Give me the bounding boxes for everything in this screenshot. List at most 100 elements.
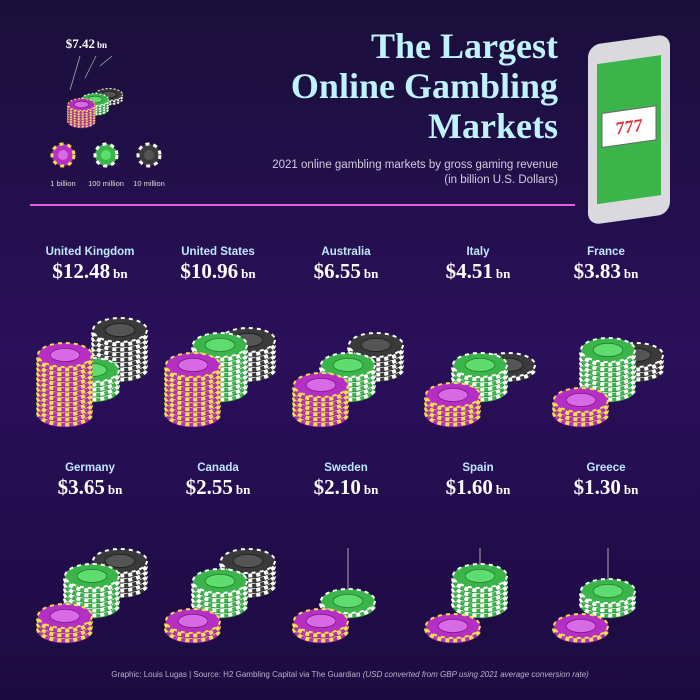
value-unit: bn (496, 266, 511, 281)
legend-chip-center (101, 150, 111, 160)
chip-stripes (91, 347, 149, 362)
chip-stripes (36, 372, 94, 387)
chip-stripes (219, 367, 277, 382)
chip-center (305, 614, 337, 629)
chip-stripes (67, 115, 96, 123)
chip (451, 352, 509, 383)
chip-stripes (191, 357, 249, 372)
chip-center (73, 100, 90, 109)
chip-stripes (36, 618, 94, 633)
legend-leader (69, 55, 81, 91)
chip-stripes (219, 583, 277, 598)
chip-stripes (191, 593, 249, 608)
chip-stripes (552, 412, 610, 427)
chip (292, 372, 350, 403)
value-unit: bn (364, 266, 379, 281)
chip-stripes (451, 382, 509, 397)
chip-center (104, 554, 136, 569)
value-number: $10.96 (180, 259, 238, 283)
value-number: $4.51 (446, 259, 493, 283)
legend: $7.42 bn 1 billion 100 million 10 million (50, 36, 165, 188)
chip-center (437, 619, 469, 634)
chip-stripes (292, 397, 350, 412)
chip-stripes (36, 377, 94, 392)
chip-stripes (164, 623, 222, 638)
source: Source: H2 Gambling Capital via The Guar… (193, 670, 360, 679)
chip-stripes (319, 387, 377, 402)
title-line: The Largest (371, 26, 558, 66)
chip-stripes (164, 392, 222, 407)
chip-center (177, 357, 209, 372)
chip-stripes (347, 367, 405, 382)
value-unit: bn (236, 482, 251, 497)
chip-stripes (319, 382, 377, 397)
chip-stripes (91, 578, 149, 593)
chip-stripes (80, 103, 110, 111)
footer: Graphic: Louis Lugas | Source: H2 Gambli… (111, 670, 589, 679)
chip-stripes (63, 583, 121, 598)
chip-stripes (607, 367, 665, 382)
chip-stripes (91, 583, 149, 598)
chip-stripes (319, 372, 377, 387)
chip-stripes (191, 588, 249, 603)
chip-stripes (164, 628, 222, 643)
chip-stripes (219, 357, 277, 372)
chip-stripes (451, 583, 509, 598)
value-unit: bn (113, 266, 128, 281)
chip-stripes (36, 382, 94, 397)
chip-stripes (319, 603, 377, 618)
chip (579, 337, 637, 368)
value-number: $2.55 (186, 475, 233, 499)
value-label: $10.96 bn (180, 259, 256, 283)
chip (191, 568, 249, 599)
chip-center (592, 342, 624, 357)
value-unit: bn (241, 266, 256, 281)
chip-stripes (164, 382, 222, 397)
chip-stripes (579, 598, 637, 613)
chip-stripes (552, 402, 610, 417)
chip-stripes (91, 573, 149, 588)
chip-stripes (219, 568, 277, 583)
value-number: $6.55 (314, 259, 361, 283)
chip-center (565, 619, 597, 634)
chip-stripes (292, 392, 350, 407)
legend-leader (99, 55, 113, 67)
phone-illustration: 777 (588, 35, 670, 224)
market-name: Greece (586, 462, 625, 474)
chip-stripes (451, 603, 509, 618)
chip-stripes (552, 628, 610, 643)
chip (424, 613, 482, 644)
chip-stripes (219, 563, 277, 578)
value-unit: bn (108, 482, 123, 497)
chip-stripes (164, 397, 222, 412)
chip-stripes (292, 387, 350, 402)
chip-stripes (36, 412, 94, 427)
legend-label: 10 million (133, 179, 165, 188)
chip-stripes (451, 578, 509, 593)
chip-center (464, 569, 496, 584)
chip-stripes (164, 372, 222, 387)
legend-label: 100 million (88, 179, 124, 188)
chip-center (177, 614, 209, 629)
chip-stripes (424, 397, 482, 412)
chip-stripes (63, 603, 121, 618)
chip-stripes (424, 628, 482, 643)
chip-stripes (219, 347, 277, 362)
chip-center (360, 337, 392, 352)
chip-stripes (347, 352, 405, 367)
value-label: $2.55 bn (186, 475, 251, 499)
legend-leader (84, 55, 97, 79)
value-label: $4.51 bn (446, 259, 511, 283)
chip-stripes (292, 412, 350, 427)
chip-stripes (451, 598, 509, 613)
chip-center (592, 584, 624, 599)
title-line: Markets (428, 106, 558, 146)
chip-center (332, 357, 364, 372)
chip-stripes (63, 387, 121, 402)
chip-stripes (292, 407, 350, 422)
chip-stripes (164, 402, 222, 417)
chip-stripes (292, 402, 350, 417)
chip (579, 578, 637, 609)
chip-stripes (63, 382, 121, 397)
market-name: Spain (462, 462, 493, 474)
